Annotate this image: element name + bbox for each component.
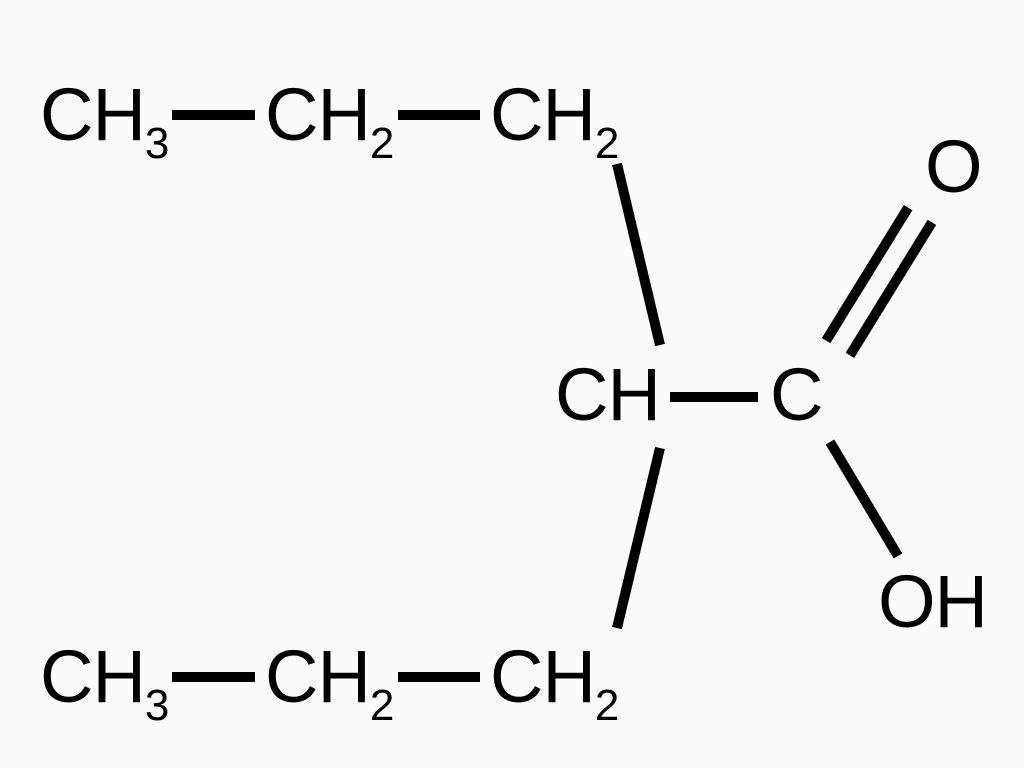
atom-label: C xyxy=(770,358,822,432)
atom-label: CH2 xyxy=(490,78,618,152)
atom-label: O xyxy=(925,130,982,204)
atom-label: CH3 xyxy=(40,78,168,152)
atom-label: CH3 xyxy=(40,640,168,714)
chemical-structure-diagram: CH3 CH2 CH2 CH3 CH2 CH2 CH C O OH xyxy=(0,0,1024,768)
atom-label: CH xyxy=(555,358,660,432)
atom-label: OH xyxy=(878,565,987,639)
atom-label: CH2 xyxy=(265,640,393,714)
atom-label: CH2 xyxy=(490,640,618,714)
atom-label: CH2 xyxy=(265,78,393,152)
